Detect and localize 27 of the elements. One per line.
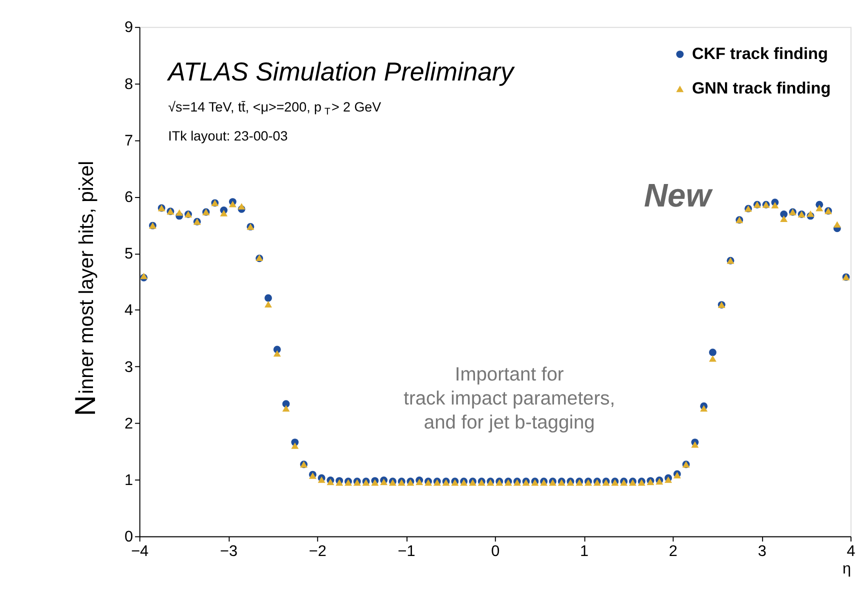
x-tick-label: 4 [846,542,856,560]
y-tick-label: 3 [124,358,134,376]
x-tick-label: −1 [398,542,416,560]
x-tick-label: 0 [491,542,500,560]
x-tick-label: 2 [668,542,678,560]
y-tick-label: 0 [124,528,134,546]
y-axis-title: Ninner most layer hits, pixel [70,160,102,416]
y-tick-label: 2 [124,415,134,432]
y-tick-label: 5 [124,246,134,263]
y-tick-label: 1 [124,472,134,489]
x-tick-label: −3 [220,542,238,560]
annotation: ITk layout: 23-00-03 [168,128,288,144]
annotation: Important for track impact parameters, and for jet b-tagging [404,364,616,434]
legend-label: CKF track finding [692,45,828,64]
y-tick-label: 4 [124,302,134,320]
x-tick-label: 1 [580,542,589,560]
y-tick-label: 7 [124,132,134,150]
y-tick-label: 8 [124,76,134,93]
x-tick-label: −4 [131,542,150,560]
legend-label: GNN track finding [692,80,831,98]
y-tick-label: 9 [124,19,134,36]
x-tick-label: −2 [308,542,326,560]
x-tick-label: 3 [758,542,766,560]
annotation: New [644,176,714,214]
text: ATLAS Simulation Preliminary [166,58,516,87]
x-axis-title: η [842,560,851,578]
y-tick-label: 6 [124,188,134,206]
